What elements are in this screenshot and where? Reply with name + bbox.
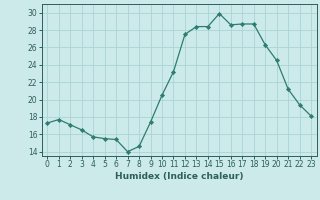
X-axis label: Humidex (Indice chaleur): Humidex (Indice chaleur) — [115, 172, 244, 181]
